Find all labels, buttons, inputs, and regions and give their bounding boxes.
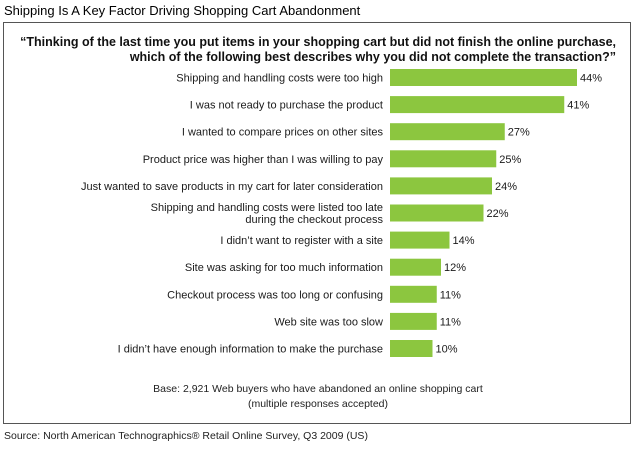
bar <box>390 312 437 330</box>
category-label: Checkout process was too long or confusi… <box>167 289 383 301</box>
bar-value-label: 27% <box>508 127 530 139</box>
bar-value-label: 24% <box>495 181 517 193</box>
bar-chart: 44% Shipping and handling costs were too … <box>81 69 602 357</box>
bar <box>390 123 505 141</box>
category-label: I was not ready to purchase the product <box>190 100 383 112</box>
bar <box>390 340 433 357</box>
bar <box>390 69 577 86</box>
bar-value-label: 11% <box>440 316 461 328</box>
category-label: Just wanted to save products in my cart … <box>81 181 383 193</box>
base-note-line-1: Base: 2,921 Web buyers who have abandone… <box>153 383 483 395</box>
category-label: Product price was higher than I was will… <box>143 154 384 166</box>
category-label: Web site was too slow <box>274 316 383 328</box>
chart-frame: “Thinking of the last time you put items… <box>3 22 631 424</box>
bar <box>390 177 492 195</box>
bar <box>390 231 450 249</box>
bar-value-label: 22% <box>487 208 509 220</box>
bar-value-label: 41% <box>567 100 589 112</box>
bar-value-label: 44% <box>580 73 602 85</box>
category-label: I didn’t want to register with a site <box>220 235 383 247</box>
bar-value-label: 25% <box>499 154 521 166</box>
bar <box>390 96 565 114</box>
category-label: Shipping and handling costs were too hig… <box>176 73 383 85</box>
bar-value-label: 11% <box>440 289 461 301</box>
category-label: I wanted to compare prices on other site… <box>182 127 384 139</box>
question-line-2: which of the following best describes wh… <box>129 50 616 64</box>
base-note-line-2: (multiple responses accepted) <box>247 398 389 410</box>
bar <box>390 204 484 222</box>
category-label: Site was asking for too much information <box>185 262 383 274</box>
bar <box>390 150 497 168</box>
question-line-1: “Thinking of the last time you put items… <box>20 35 616 49</box>
bar-value-label: 14% <box>453 235 475 247</box>
category-label: I didn’t have enough information to make… <box>118 344 383 356</box>
category-label: during the checkout process <box>245 214 383 226</box>
base-note: Base: 2,921 Web buyers who have abandone… <box>4 382 632 412</box>
figure-title: Shipping Is A Key Factor Driving Shoppin… <box>4 3 361 18</box>
bar-value-label: 10% <box>436 344 458 356</box>
bar-value-label: 12% <box>444 262 466 274</box>
survey-question: “Thinking of the last time you put items… <box>18 35 616 65</box>
bar <box>390 285 437 303</box>
category-label: Shipping and handling costs were listed … <box>151 202 383 214</box>
bar <box>390 258 441 276</box>
source-note: Source: North American Technographics® R… <box>4 430 368 442</box>
